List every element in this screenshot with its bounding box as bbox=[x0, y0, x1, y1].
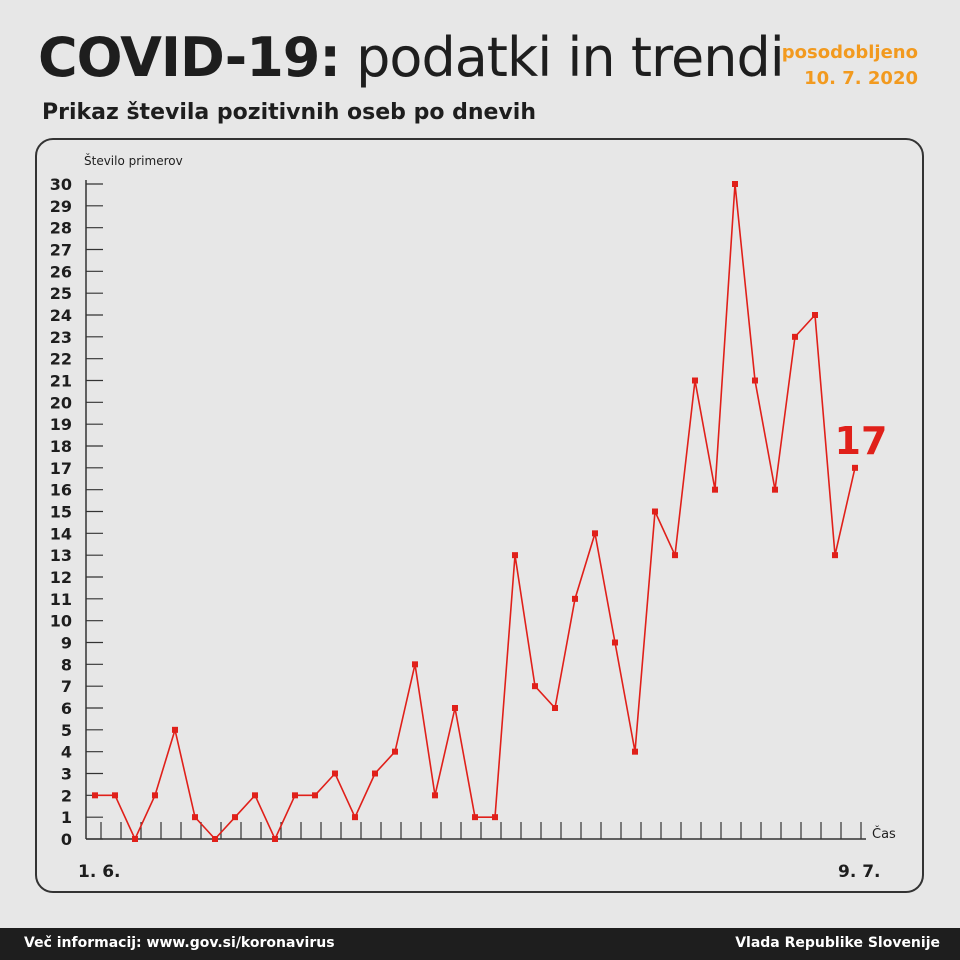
x-end-label: 9. 7. bbox=[838, 862, 881, 882]
data-point bbox=[832, 552, 838, 559]
updated-date: 10. 7. 2020 bbox=[804, 68, 918, 89]
y-tick-label: 14 bbox=[50, 524, 72, 543]
y-tick-label: 4 bbox=[61, 743, 72, 762]
data-point bbox=[652, 508, 658, 515]
series-line bbox=[95, 183, 856, 841]
data-point bbox=[492, 814, 498, 821]
data-point bbox=[212, 836, 218, 842]
y-tick-label: 20 bbox=[50, 393, 72, 412]
data-point bbox=[672, 552, 678, 559]
y-tick-label: 1 bbox=[61, 808, 72, 827]
y-tick-label: 12 bbox=[50, 568, 72, 587]
x-start-label: 1. 6. bbox=[78, 862, 121, 882]
y-axis-label: Število primerov bbox=[84, 153, 183, 168]
data-point bbox=[432, 792, 438, 799]
data-point bbox=[252, 792, 258, 799]
data-point bbox=[192, 814, 198, 821]
data-point bbox=[132, 836, 138, 842]
y-tick-label: 10 bbox=[50, 612, 72, 631]
data-point bbox=[512, 552, 518, 559]
data-point bbox=[352, 814, 358, 821]
data-point bbox=[292, 792, 298, 799]
data-point bbox=[232, 814, 238, 821]
data-point bbox=[452, 705, 458, 711]
y-tick-label: 15 bbox=[50, 503, 72, 522]
y-tick-label: 17 bbox=[50, 459, 72, 478]
last-value-label: 17 bbox=[835, 419, 888, 463]
footer-org: Vlada Republike Slovenije bbox=[735, 935, 940, 951]
data-point bbox=[692, 377, 698, 384]
x-axis-label: Čas bbox=[872, 826, 896, 842]
footer: Več informacij: www.gov.si/koronavirus V… bbox=[0, 928, 960, 960]
updated-label: posodobljeno bbox=[781, 42, 918, 63]
data-point bbox=[92, 792, 98, 799]
y-tick-label: 30 bbox=[50, 175, 72, 194]
data-point bbox=[572, 595, 578, 602]
data-point bbox=[592, 530, 598, 537]
y-tick-label: 2 bbox=[61, 786, 72, 805]
data-point bbox=[812, 312, 818, 318]
y-tick-label: 5 bbox=[61, 721, 72, 740]
data-point bbox=[712, 486, 718, 493]
data-point bbox=[532, 683, 538, 690]
page-title: COVID-19: podatki in trendi bbox=[38, 26, 785, 90]
data-point bbox=[312, 792, 318, 799]
data-point bbox=[172, 726, 178, 733]
y-tick-label: 29 bbox=[50, 197, 72, 216]
title-bold: COVID-19: bbox=[38, 26, 341, 89]
y-tick-label: 9 bbox=[61, 634, 72, 653]
y-tick-label: 28 bbox=[50, 219, 72, 238]
y-tick-label: 8 bbox=[61, 655, 72, 674]
data-point bbox=[272, 836, 278, 842]
footer-info: Več informacij: www.gov.si/koronavirus bbox=[24, 935, 335, 951]
data-point bbox=[372, 770, 378, 777]
data-point bbox=[152, 792, 158, 799]
y-tick-label: 23 bbox=[50, 328, 72, 347]
data-point bbox=[332, 770, 338, 777]
y-tick-label: 11 bbox=[50, 590, 72, 609]
data-point bbox=[112, 792, 118, 799]
y-tick-label: 19 bbox=[50, 415, 72, 434]
data-point bbox=[732, 181, 738, 187]
y-tick-label: 21 bbox=[50, 372, 72, 391]
y-tick-label: 7 bbox=[61, 677, 72, 696]
data-point bbox=[392, 748, 398, 755]
y-tick-label: 13 bbox=[50, 546, 72, 565]
data-point bbox=[752, 377, 758, 384]
data-point bbox=[552, 705, 558, 711]
data-point bbox=[852, 464, 858, 471]
data-point bbox=[472, 814, 478, 821]
title-rest: podatki in trendi bbox=[356, 26, 785, 89]
y-tick-label: 22 bbox=[50, 350, 72, 369]
data-point bbox=[792, 333, 798, 340]
y-tick-label: 25 bbox=[50, 284, 72, 303]
y-tick-label: 27 bbox=[50, 241, 72, 260]
chart-subtitle: Prikaz števila pozitivnih oseb po dnevih bbox=[42, 100, 536, 125]
update-info: posodobljeno 10. 7. 2020 bbox=[718, 40, 918, 92]
y-tick-label: 6 bbox=[61, 699, 72, 718]
y-tick-label: 18 bbox=[50, 437, 72, 456]
data-point bbox=[412, 661, 418, 668]
data-point bbox=[612, 639, 618, 646]
y-tick-label: 3 bbox=[61, 765, 72, 784]
data-point bbox=[632, 748, 638, 755]
y-tick-label: 0 bbox=[61, 830, 72, 849]
y-tick-label: 16 bbox=[50, 481, 72, 500]
data-point bbox=[772, 486, 778, 493]
y-tick-label: 24 bbox=[50, 306, 72, 325]
y-tick-label: 26 bbox=[50, 262, 72, 281]
chart-panel bbox=[35, 138, 924, 893]
